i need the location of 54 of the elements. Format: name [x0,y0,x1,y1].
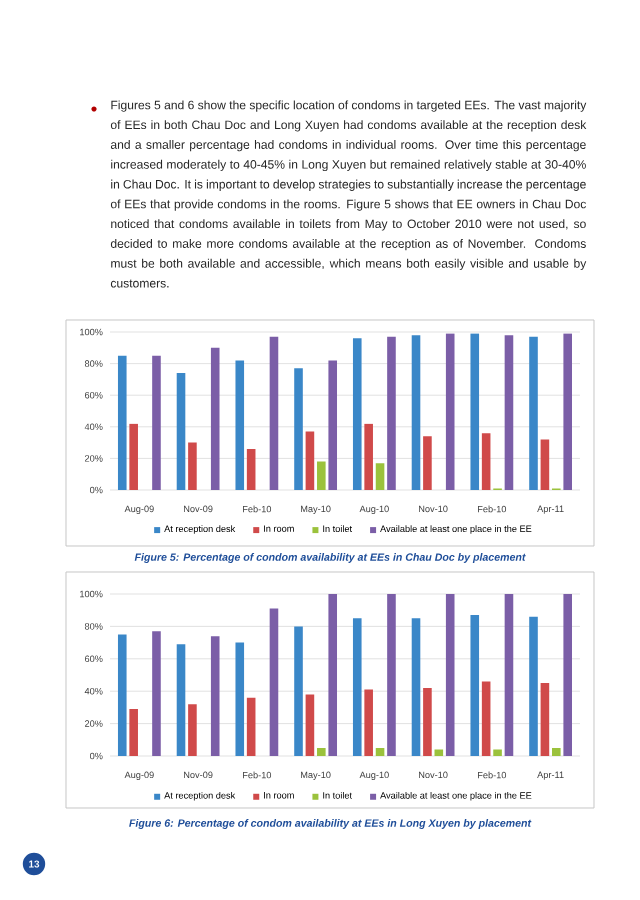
bar [176,644,186,756]
bar [210,636,220,756]
bar [481,681,491,756]
bar [246,697,256,756]
bar [493,749,502,756]
bar [423,436,432,491]
bar [481,433,491,491]
bar [375,463,385,491]
bar [188,442,197,491]
bar [235,642,245,756]
bar [411,618,421,756]
bar [387,336,396,491]
bar [152,355,161,491]
bar [552,747,561,756]
bar [387,594,396,756]
bar [294,626,303,756]
bar [529,336,538,491]
bar [176,373,186,491]
bar [540,683,550,756]
bar [246,448,256,491]
bar [352,618,362,756]
bar [328,360,338,491]
bar [529,616,538,756]
bar [210,347,220,491]
bar [563,594,573,756]
bar [364,689,373,756]
bar [269,608,279,756]
bar [117,355,127,491]
bar [423,687,432,756]
bar [445,594,455,756]
bar [445,333,455,491]
bar [563,333,573,491]
bar [305,694,315,756]
bar [235,360,245,491]
bar [317,747,326,756]
bar [305,431,315,491]
bar [504,594,514,756]
bar [269,336,279,491]
bar [504,335,514,491]
bar [375,747,385,756]
bar [188,704,197,756]
bar [411,335,421,491]
bar [470,333,480,491]
bar [117,634,127,756]
bar [328,594,338,756]
bar [129,709,138,756]
bar [352,338,362,491]
bar [129,423,138,491]
bar [470,615,480,756]
bar [364,423,373,491]
bar [294,368,303,491]
bar [317,461,326,491]
bar [540,439,550,491]
bar [152,631,161,756]
